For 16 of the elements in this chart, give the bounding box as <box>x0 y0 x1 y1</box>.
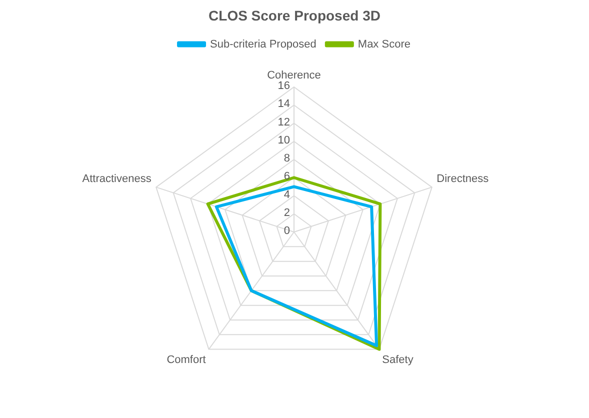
spoke-label: Coherence <box>267 69 321 82</box>
legend-label: Max Score <box>358 38 410 50</box>
y-tick-label: 12 <box>278 116 290 128</box>
y-tick-label: 8 <box>284 152 290 165</box>
y-tick-label: 16 <box>278 80 290 92</box>
y-tick-label: 10 <box>278 134 290 146</box>
spoke-label: Comfort <box>166 354 206 366</box>
spoke-label: Attractiveness <box>82 173 152 186</box>
spoke-label: Directness <box>436 173 490 186</box>
y-tick-label: 0 <box>284 225 290 238</box>
y-tick-label: 4 <box>284 188 290 201</box>
chart-title: CLOS Score Proposed 3D <box>208 7 380 24</box>
y-tick-label: 2 <box>284 206 290 219</box>
y-tick-label: 14 <box>278 98 290 110</box>
spoke-label: Safety <box>382 354 414 366</box>
legend-label: Sub-criteria Proposed <box>210 38 316 50</box>
